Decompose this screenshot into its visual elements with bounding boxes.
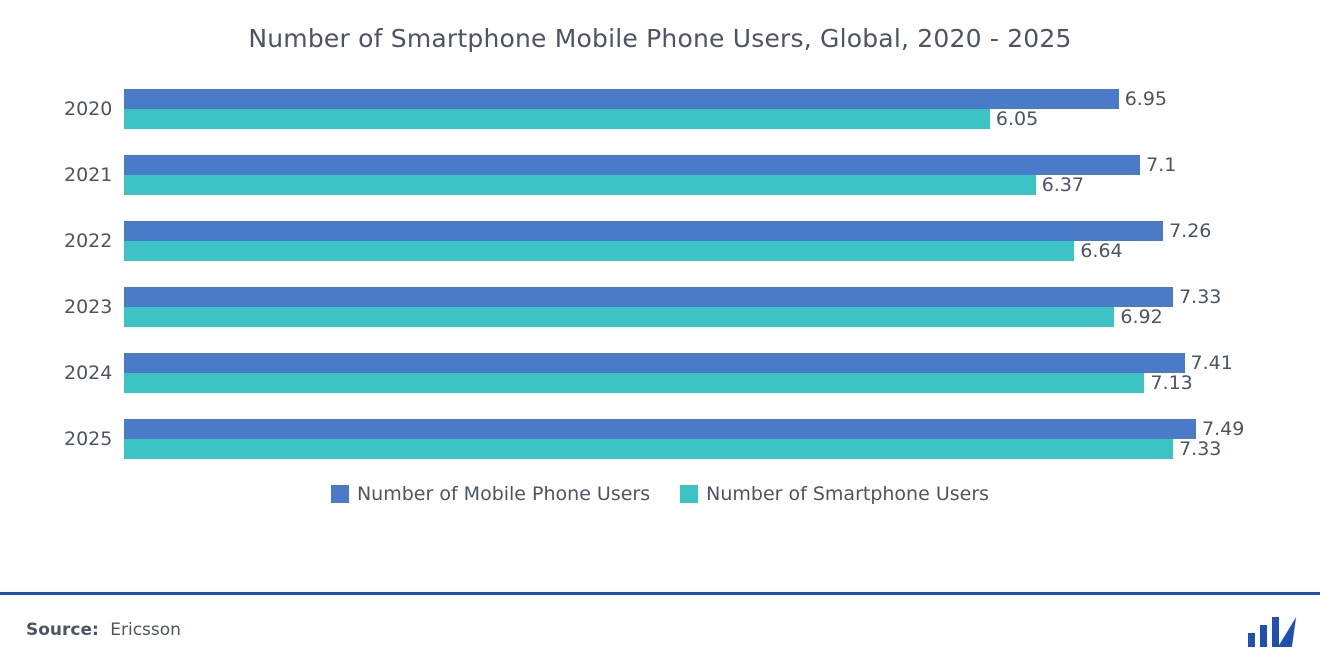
bar-group: 2021 7.1 6.37 [64, 155, 1196, 195]
bar-value-label: 7.1 [1140, 154, 1176, 176]
brand-logo [1248, 613, 1294, 647]
bar-series1: 7.33 [124, 287, 1173, 307]
source-value: Ericsson [110, 620, 181, 640]
bar-value-label: 7.49 [1196, 418, 1244, 440]
bar-value-label: 6.05 [990, 108, 1038, 130]
chart-title: Number of Smartphone Mobile Phone Users,… [24, 24, 1296, 53]
category-label: 2023 [64, 296, 124, 318]
category-label: 2021 [64, 164, 124, 186]
bar-series2: 7.33 [124, 439, 1173, 459]
legend-label: Number of Smartphone Users [706, 483, 989, 505]
category-label: 2025 [64, 428, 124, 450]
bar-value-label: 7.33 [1173, 438, 1221, 460]
legend-item: Number of Smartphone Users [680, 483, 989, 505]
bar-series1: 7.41 [124, 353, 1185, 373]
bar-series2: 6.05 [124, 109, 990, 129]
logo-triangle-icon [1278, 617, 1296, 647]
bar-series1: 6.95 [124, 89, 1119, 109]
category-label: 2020 [64, 98, 124, 120]
bar-value-label: 6.64 [1074, 240, 1122, 262]
logo-bar-icon [1260, 625, 1267, 647]
category-label: 2022 [64, 230, 124, 252]
bar-value-label: 7.26 [1163, 220, 1211, 242]
bar-group: 2022 7.26 6.64 [64, 221, 1196, 261]
bar-series1: 7.26 [124, 221, 1163, 241]
bar-series2: 6.92 [124, 307, 1114, 327]
bar-series2: 6.64 [124, 241, 1074, 261]
legend-swatch [331, 485, 349, 503]
category-label: 2024 [64, 362, 124, 384]
legend-label: Number of Mobile Phone Users [357, 483, 650, 505]
legend-swatch [680, 485, 698, 503]
bar-series2: 7.13 [124, 373, 1144, 393]
bar-group: 2024 7.41 7.13 [64, 353, 1196, 393]
legend: Number of Mobile Phone Users Number of S… [24, 483, 1296, 505]
source-citation: Source: Ericsson [26, 620, 181, 640]
source-label: Source: [26, 620, 99, 640]
bar-value-label: 7.33 [1173, 286, 1221, 308]
bar-value-label: 7.41 [1185, 352, 1233, 374]
logo-bar-icon [1248, 633, 1255, 647]
bar-series2: 6.37 [124, 175, 1036, 195]
bar-series1: 7.49 [124, 419, 1196, 439]
bar-group: 2025 7.49 7.33 [64, 419, 1196, 459]
bar-value-label: 6.92 [1114, 306, 1162, 328]
bar-group: 2023 7.33 6.92 [64, 287, 1196, 327]
bar-series1: 7.1 [124, 155, 1140, 175]
bar-value-label: 7.13 [1144, 372, 1192, 394]
legend-item: Number of Mobile Phone Users [331, 483, 650, 505]
bar-group: 2020 6.95 6.05 [64, 89, 1196, 129]
bar-value-label: 6.37 [1036, 174, 1084, 196]
plot-area: 2020 6.95 6.05 2021 7.1 [24, 89, 1296, 459]
footer: Source: Ericsson [0, 592, 1320, 665]
chart-container: Number of Smartphone Mobile Phone Users,… [0, 0, 1320, 665]
bar-value-label: 6.95 [1119, 88, 1167, 110]
